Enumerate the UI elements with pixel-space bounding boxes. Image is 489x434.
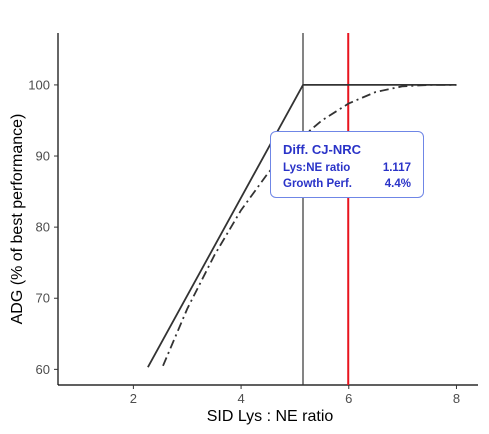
broken-line-series xyxy=(147,84,457,368)
annotation-row-ratio: Lys:NE ratio 1.117 xyxy=(283,160,411,176)
annotation-row-growth: Growth Perf. 4.4% xyxy=(283,176,411,192)
x-axis-title: SID Lys : NE ratio xyxy=(207,408,334,425)
curvilinear-series xyxy=(162,84,457,367)
x-tick-label-8: 8 xyxy=(453,391,460,406)
y-tick-label-90: 90 xyxy=(36,149,50,164)
y-tick-label-60: 60 xyxy=(36,362,50,377)
annotation-growth-label: Growth Perf. xyxy=(283,178,353,190)
annotation-title: Diff. CJ-NRC xyxy=(283,142,361,157)
annotation-growth-value: 4.4% xyxy=(384,178,411,190)
y-tick-label-70: 70 xyxy=(36,291,50,306)
diff-annotation-box: Diff. CJ-NRC Lys:NE ratio 1.117 Growth P… xyxy=(270,131,424,198)
x-tick-label-6: 6 xyxy=(345,391,352,406)
x-tick-label-2: 2 xyxy=(130,391,137,406)
annotation-ratio-label: Lys:NE ratio xyxy=(283,162,351,174)
y-tick-label-80: 80 xyxy=(36,220,50,235)
annotation-ratio-value: 1.117 xyxy=(382,162,411,174)
y-axis-title: ADG (% of best performance) xyxy=(9,114,26,325)
x-tick-label-4: 4 xyxy=(237,391,244,406)
y-tick-label-100: 100 xyxy=(28,77,50,92)
